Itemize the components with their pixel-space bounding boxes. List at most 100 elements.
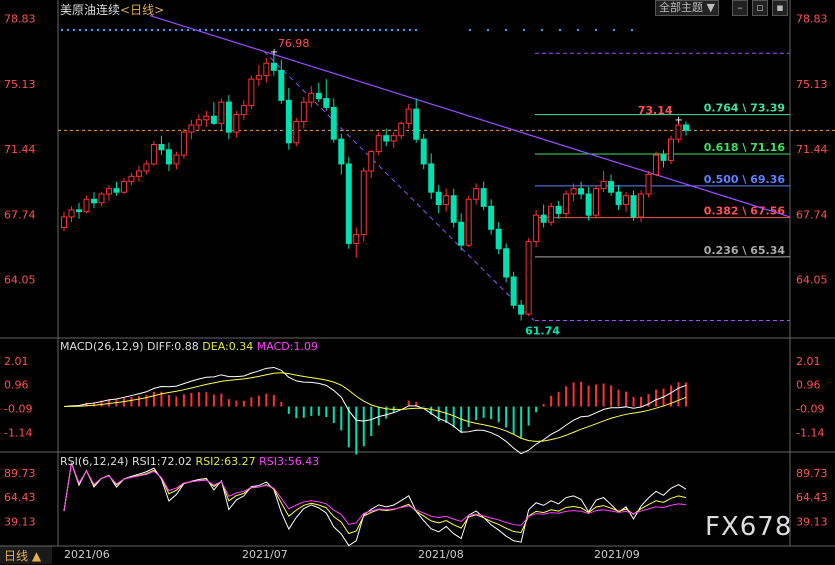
candle [360,167,367,242]
candle-body [458,221,465,246]
signal-dot [540,28,544,32]
candle [135,165,142,182]
theme-select-button[interactable]: 全部主题 ▼ [655,0,719,16]
period-tab[interactable]: 日线 ▲ [0,546,52,564]
candle-body [323,98,330,108]
candle [61,211,67,232]
candle [105,185,112,202]
candle [120,178,127,194]
candle-body [435,191,442,206]
macd-diff-label: DIFF:0.88 [147,340,199,353]
candle-body [450,195,457,223]
signal-dot [132,28,136,32]
signal-dot [522,28,526,32]
zoom-icon[interactable]: ▫ [752,0,768,16]
fib-label: 0.618 \ 71.16 [704,141,786,154]
candle [435,185,442,214]
candle [345,156,352,249]
signal-dot [240,28,244,32]
candle-body [68,209,75,218]
candle-body [120,181,127,193]
candle [600,171,607,193]
candle-body [443,195,450,206]
signal-dot [252,28,256,32]
candle [285,87,292,150]
signal-dot [414,28,418,32]
candle-body [488,205,495,230]
candle [210,102,217,126]
candle [338,133,345,175]
candle-body [368,151,375,172]
candle-body [293,121,300,144]
signal-dot [168,28,172,32]
candle-body [128,175,135,183]
rsi-legend: RSI(6,12,24) RSI1:72.02 RSI2:63.27 RSI3:… [60,455,319,468]
candle-body [495,228,502,250]
macd-tick-label-left: -1.14 [4,426,32,439]
candle [173,151,180,170]
candle [150,140,157,166]
signal-dot [120,28,124,32]
candle [248,75,255,110]
candle-body [233,113,240,133]
price-tick-label-left: 75.13 [4,78,36,91]
candle [83,195,90,214]
candle [518,299,525,321]
candle [330,98,337,143]
rsi1-label: RSI1:72.02 [131,455,193,468]
signal-dot [348,28,352,32]
candle [510,271,517,309]
high-price-label: 76.98 [278,37,310,50]
candle [450,188,457,228]
candle-body [150,144,157,165]
candle [323,79,330,111]
price-tick-label-left: 78.83 [4,13,36,26]
candle-body [240,105,247,115]
candle-body [683,124,689,131]
signal-dot [330,28,334,32]
candle [585,186,592,221]
signal-dot [342,28,346,32]
period-label[interactable]: <日线> [120,3,165,17]
candle [218,98,225,131]
macd-tick-label-right: 2.01 [796,355,821,368]
candle [375,132,382,156]
candle [383,128,390,147]
candle-body [210,115,217,124]
candle-body [165,149,172,165]
candle [113,181,120,196]
candle-body [503,248,510,278]
signal-dot [402,28,406,32]
signal-dot [576,28,580,32]
signal-dot [594,28,598,32]
signal-dot [90,28,94,32]
candle-body [225,101,232,133]
signal-dot [396,28,400,32]
candle [180,128,187,159]
settings-icon[interactable]: ▪ [772,0,788,16]
low-price-label: 61.74 [525,324,560,337]
signal-dot [222,28,226,32]
macd-value-label: MACD:1.09 [256,340,318,353]
candle-body [465,198,472,246]
minimize-icon[interactable]: – [732,0,748,16]
signal-dot [486,28,490,32]
signal-dot [258,28,262,32]
candle [278,59,285,104]
candle-body [578,188,585,195]
candle [540,204,547,228]
price-tick-label-right: 64.05 [796,274,828,287]
macd-tick-label-right: -0.09 [796,403,824,416]
candle [563,190,570,217]
candle [203,110,210,127]
candle [420,133,427,170]
fib-label: 0.764 \ 73.39 [704,102,785,115]
candle-body [360,170,367,236]
macd-dea-line [63,372,687,442]
candle-body [563,193,570,214]
candle-body [413,108,420,140]
candle-body [218,101,225,124]
candle [75,202,82,219]
signal-dot [234,28,238,32]
chevron-down-icon: ▼ [706,1,715,14]
